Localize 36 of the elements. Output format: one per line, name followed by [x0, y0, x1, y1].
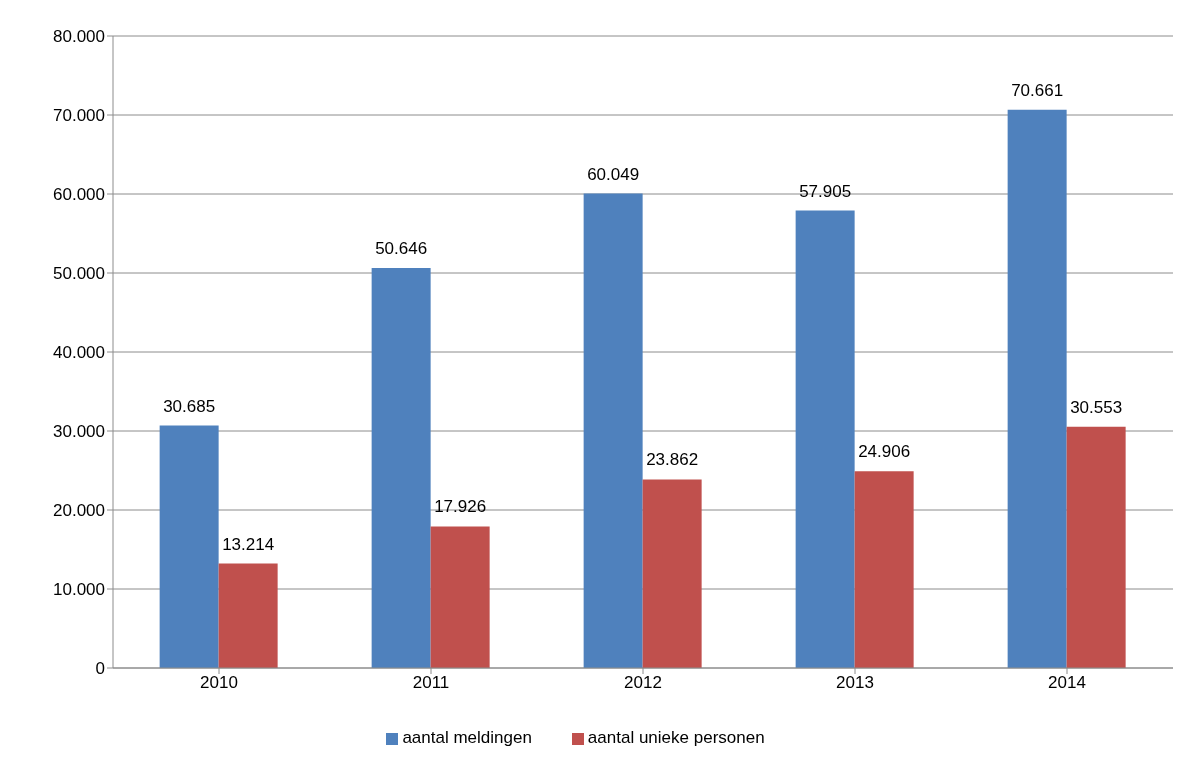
- y-tick-label: 80.000: [53, 27, 105, 47]
- data-label: 30.685: [163, 396, 216, 416]
- bar: [642, 479, 702, 668]
- data-label: 50.646: [375, 238, 428, 258]
- data-label: 17.926: [434, 497, 487, 517]
- x-tick-label: 2010: [200, 673, 238, 693]
- y-tick-label: 40.000: [53, 343, 105, 363]
- y-tick-label: 30.000: [53, 422, 105, 442]
- y-tick-label: 0: [95, 659, 105, 679]
- y-tick-label: 70.000: [53, 106, 105, 126]
- bar: [854, 471, 914, 668]
- data-label: 57.905: [799, 181, 852, 201]
- data-label: 30.553: [1070, 397, 1123, 417]
- data-label: 24.906: [858, 442, 911, 462]
- bar: [583, 193, 643, 668]
- data-label: 60.049: [587, 164, 640, 184]
- bar: [430, 526, 490, 668]
- legend-label: aantal meldingen: [402, 728, 532, 747]
- bar: [1066, 426, 1126, 668]
- bar: [159, 425, 219, 668]
- x-tick-label: 2014: [1048, 673, 1086, 693]
- data-label: 23.862: [646, 450, 699, 470]
- legend-label: aantal unieke personen: [587, 728, 765, 747]
- x-tick-label: 2012: [624, 673, 662, 693]
- x-tick-label: 2011: [412, 673, 450, 693]
- bar: [1007, 109, 1067, 668]
- y-tick-label: 20.000: [53, 501, 105, 521]
- data-label: 13.214: [222, 534, 275, 554]
- bar: [795, 210, 855, 668]
- bar: [218, 563, 278, 668]
- y-tick-label: 50.000: [53, 264, 105, 284]
- x-tick-label: 2013: [836, 673, 874, 693]
- y-tick-label: 10.000: [53, 580, 105, 600]
- y-tick-label: 60.000: [53, 185, 105, 205]
- data-label: 70.661: [1011, 80, 1064, 100]
- bar: [371, 267, 431, 668]
